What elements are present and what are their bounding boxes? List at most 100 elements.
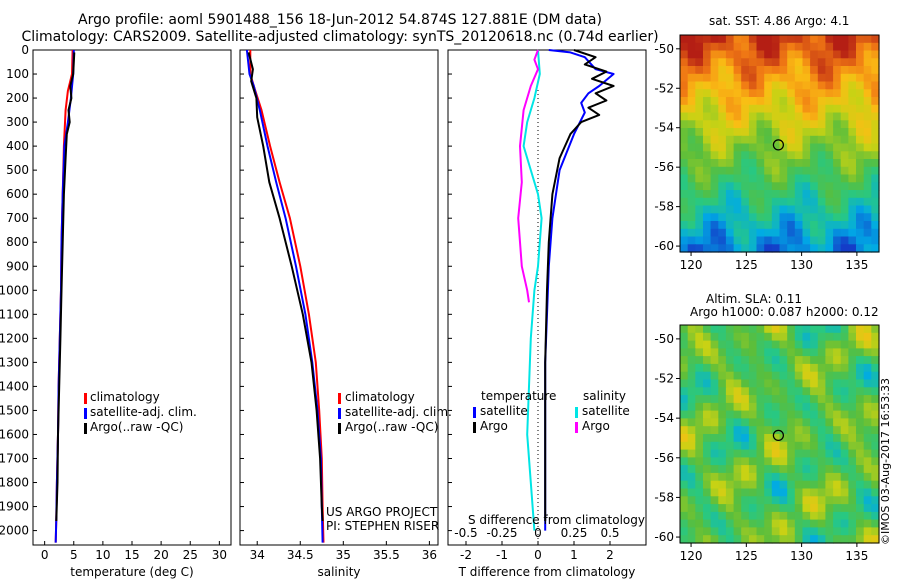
sla-map-cell <box>756 488 765 497</box>
sla-map-cell <box>787 356 796 365</box>
sla-map-cell <box>756 371 765 381</box>
sla-map-cell <box>764 356 773 365</box>
sla-map-cell <box>741 371 750 381</box>
sla-map-cell <box>695 488 704 497</box>
sla-map-cell <box>771 402 781 412</box>
sst-map-cell <box>710 66 719 75</box>
sla-map-cell <box>810 441 819 451</box>
temperature-xtick-label: 10 <box>95 548 110 562</box>
sst-map-cell <box>856 166 865 176</box>
sla-map-cell <box>764 340 773 349</box>
sst-map-cell <box>771 221 781 230</box>
sst-map-cell <box>794 73 804 83</box>
sla-map-cell <box>695 371 704 381</box>
sst-map-cell <box>848 151 857 160</box>
sla-map-cell <box>779 402 788 412</box>
sla-map-cell <box>718 379 727 388</box>
sla-map-cell <box>779 418 788 427</box>
sst-map-cell <box>787 151 796 160</box>
sst-map-cell <box>871 190 880 199</box>
sst-map-cell <box>779 73 788 83</box>
sst-map-cell <box>733 81 742 90</box>
sst-map-xtick-label: 130 <box>790 258 813 272</box>
sst-map-cell <box>771 244 781 253</box>
sla-map-cell <box>680 426 689 435</box>
sla-map-cell <box>703 434 712 443</box>
sla-map-cell <box>863 434 872 443</box>
sst-map-cell <box>817 89 827 98</box>
sla-map-cell <box>695 527 704 536</box>
sst-map-cell <box>695 120 704 129</box>
sla-map-cell <box>848 395 857 404</box>
sst-map-cell <box>787 166 796 176</box>
sst-map-cell <box>748 35 758 44</box>
sla-map-ytick-label: -58 <box>654 490 674 504</box>
sst-map-ytick-label: -60 <box>654 239 674 253</box>
sla-map-cell <box>848 379 857 388</box>
sla-map-cell <box>794 434 804 443</box>
sla-map-cell <box>833 418 842 427</box>
sla-map-cell <box>771 472 781 482</box>
sla-map-cell <box>856 504 865 513</box>
sst-map-cell <box>825 120 834 129</box>
imos-credit: ©IMOS 03-Aug-2017 16:53:33 <box>879 378 892 545</box>
sla-map-cell <box>725 410 735 419</box>
sla-map-cell <box>840 426 849 435</box>
sst-map-cell <box>756 190 765 199</box>
sst-map-cell <box>687 120 696 129</box>
sst-map-cell <box>718 213 727 222</box>
sla-map-cell <box>856 527 865 536</box>
sla-map-cell <box>871 325 880 334</box>
sst-map-cell <box>741 135 750 145</box>
sst-map-cell <box>787 81 796 90</box>
sla-map-cell <box>725 379 735 388</box>
sla-map-cell <box>802 395 811 404</box>
sla-map-cell <box>748 387 758 396</box>
sla-map-cell <box>871 434 880 443</box>
sla-map-cell <box>779 519 788 528</box>
sla-map-cell <box>810 356 819 365</box>
sst-map-cell <box>802 159 811 168</box>
sla-map-cell <box>756 325 765 334</box>
sla-map-cell <box>794 519 804 528</box>
sla-map-cell <box>840 434 849 443</box>
sla-map-cell <box>725 356 735 365</box>
sst-map-cell <box>771 236 781 245</box>
sst-map-cell <box>840 73 849 83</box>
sla-map-cell <box>810 332 819 342</box>
sla-map-cell <box>680 457 689 466</box>
sst-map-cell <box>741 66 750 75</box>
sst-map-cell <box>756 182 765 191</box>
sla-map-cell <box>687 496 696 505</box>
sla-map-cell <box>733 332 742 342</box>
sst-map-cell <box>848 50 857 59</box>
sst-map-cell <box>718 205 727 214</box>
sla-map-cell <box>771 449 781 458</box>
sla-map-cell <box>771 325 781 334</box>
sla-map-cell <box>680 434 689 443</box>
sst-map-cell <box>840 120 849 129</box>
sla-map-cell <box>833 371 842 381</box>
sla-map-cell <box>771 535 781 544</box>
sst-map-cell <box>856 35 865 44</box>
sla-map-cell <box>863 325 872 334</box>
sla-map-cell <box>863 387 872 396</box>
sla-map-cell <box>825 535 834 544</box>
sst-map-cell <box>833 228 842 238</box>
sla-map-cell <box>764 480 773 490</box>
sst-map-cell <box>718 166 727 176</box>
sla-map-cell <box>794 402 804 412</box>
sst-map-cell <box>725 97 735 106</box>
sla-map-cell <box>856 325 865 334</box>
sst-map-cell <box>833 143 842 152</box>
sla-map-cell <box>741 434 750 443</box>
sla-map-cell <box>848 504 857 513</box>
sla-map-cell <box>718 449 727 458</box>
sla-map-cell <box>748 449 758 458</box>
sst-map-cell <box>703 81 712 90</box>
sla-map-cell <box>687 527 696 536</box>
sla-map-cell <box>756 527 765 536</box>
sla-map-cell <box>802 480 811 490</box>
sst-map-cell <box>771 182 781 191</box>
sla-map-cell <box>764 457 773 466</box>
